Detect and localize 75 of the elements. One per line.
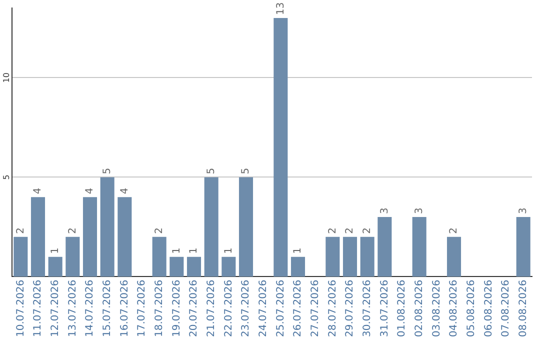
x-tick-label: 01.08.2026 [396,280,408,338]
bar [412,217,426,277]
bar [82,197,98,277]
data-label: 2 [67,228,78,234]
x-tick-label: 28.07.2026 [327,280,338,338]
x-tick-label: 21.07.2026 [206,280,217,338]
data-label: 1 [50,247,61,254]
data-label: 2 [327,228,338,234]
bar [516,217,530,277]
data-label: 5 [102,168,113,174]
data-label: 1 [223,247,234,254]
x-tick-label: 04.08.2026 [448,280,460,338]
bar [170,256,184,277]
x-tick-label: 22.07.2026 [223,280,234,338]
x-tick-label: 05.08.2026 [466,280,477,338]
data-label: 2 [448,228,460,234]
x-tick-label: 15.07.2026 [102,280,113,338]
data-label: 2 [362,228,373,234]
x-tick-label: 08.08.2026 [518,280,529,338]
x-tick-label: 20.07.2026 [188,280,200,338]
x-tick-label: 23.07.2026 [240,280,252,338]
x-tick-label: 19.07.2026 [171,280,182,338]
data-label: 2 [154,228,165,234]
data-label: 3 [414,208,425,214]
data-label: 1 [171,247,182,254]
bar [152,236,166,277]
data-label: 3 [379,208,390,214]
x-tick-label: 17.07.2026 [136,280,148,338]
x-tick-label: 29.07.2026 [344,280,356,338]
x-tick-label: 11.07.2026 [32,280,44,338]
x-tick-label: 18.07.2026 [154,280,165,338]
x-tick-label: 02.08.2026 [414,280,425,338]
data-label: 5 [240,168,252,174]
bar [360,236,374,277]
bar [326,236,340,277]
data-label: 13 [275,2,286,15]
data-label: 4 [119,188,130,194]
y-tick-label: 10 [2,72,12,83]
x-tick-label: 06.08.2026 [483,280,494,338]
data-label: 5 [206,168,217,174]
bar [186,256,202,277]
data-label: 4 [32,188,44,194]
x-tick-label: 13.07.2026 [67,280,78,338]
data-label: 2 [344,228,356,234]
x-tick-label: 07.08.2026 [500,280,512,338]
bar [204,177,218,277]
data-label: 2 [15,228,26,234]
bar [290,256,306,277]
bar [30,197,46,277]
x-tick-label: 30.07.2026 [362,280,373,338]
data-label: 1 [292,247,304,254]
x-tick-label: 24.07.2026 [258,280,269,338]
x-tick-label: 03.08.2026 [431,280,442,338]
bar [48,256,62,277]
x-tick-label: 10.07.2026 [15,280,26,338]
x-tick-label: 16.07.2026 [119,280,130,338]
bar [238,177,254,277]
bar [274,18,288,277]
bar [222,256,236,277]
bar [446,236,462,277]
data-label: 3 [518,208,529,214]
x-tick-label: 27.07.2026 [310,280,321,338]
x-tick-label: 25.07.2026 [275,280,286,338]
bar [342,236,358,277]
x-tick-label: 14.07.2026 [84,280,96,338]
x-tick-label: 26.07.2026 [292,280,304,338]
bar [14,236,28,277]
bar [118,197,132,277]
bar [100,177,114,277]
bar [378,217,392,277]
data-label: 4 [84,188,96,194]
bar [66,236,80,277]
x-tick-label: 31.07.2026 [379,280,390,338]
x-tick-label: 12.07.2026 [50,280,61,338]
data-label: 1 [188,247,200,254]
